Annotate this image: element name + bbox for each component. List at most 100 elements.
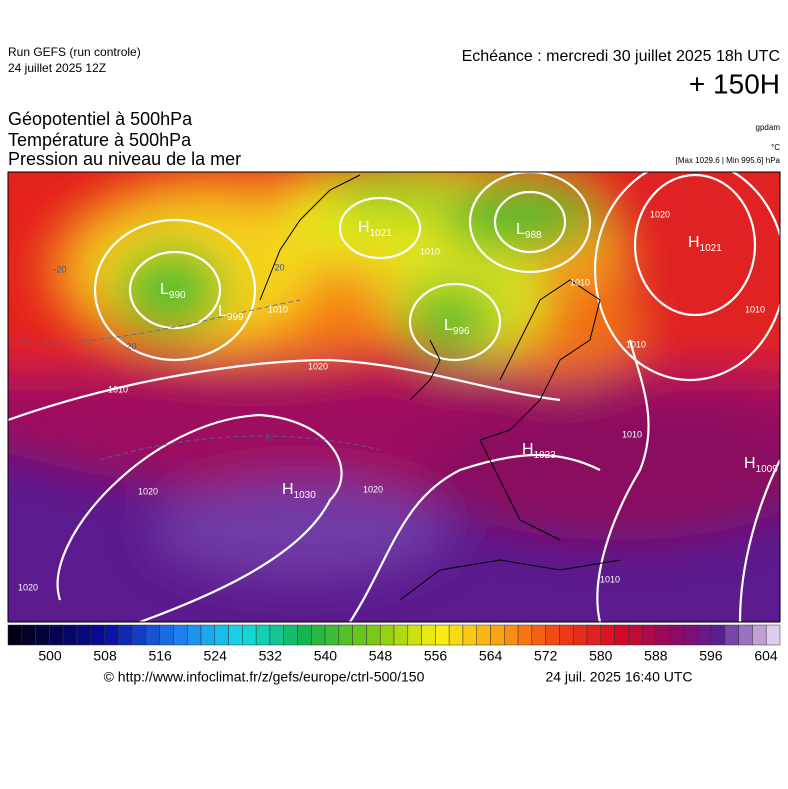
colorbar-swatch [255,624,271,646]
colorbar-swatch [173,624,188,646]
colorbar-swatch [517,624,533,646]
colorbar-swatch [421,624,436,646]
colorbar-tick-label: 540 [314,648,338,664]
colorbar-swatch [504,624,519,646]
colorbar-swatch [531,624,546,646]
colorbar-swatch [49,624,64,646]
colorbar-swatch [76,624,91,646]
pressure-center: L990 [160,281,186,300]
colorbar-swatch [724,624,739,646]
isobar-label: 1020 [363,484,383,494]
colorbar-swatch [62,624,78,646]
colorbar-swatch [448,624,464,646]
colorbar-swatch [586,624,602,646]
isobar-label: 1010 [626,339,646,349]
colorbar-swatch [90,624,105,646]
colorbar-swatch [104,624,119,646]
colorbar-swatch [614,624,629,646]
colorbar-swatch [297,624,312,646]
pressure-center: H1023 [522,441,556,460]
center-value: 988 [525,230,542,241]
map [8,172,780,622]
colorbar-swatch [710,624,726,646]
colorbar-tick-label: 572 [534,648,558,664]
colorbar-swatch [572,624,588,646]
colorbar-tick-label: 588 [644,648,668,664]
isobar-label: 1010 [268,304,288,314]
center-value: 1009 [756,464,779,475]
colorbar-swatch [228,624,243,646]
temperature-label: -20 [271,262,284,272]
center-letter: H [358,219,370,236]
source: © http://www.infoclimat.fr/z/gefs/europe… [104,669,425,685]
colorbar-tick-label: 500 [38,648,62,664]
colorbar-swatch [407,624,422,646]
unit: [Max 1029.6 | Min 995.6] hPa [676,156,781,165]
center-value: 1021 [370,228,393,239]
center-value: 990 [169,290,186,301]
colorbar-tick-label: 580 [589,648,613,664]
colorbar-swatch [242,624,257,646]
colorbar-swatch [600,624,615,646]
colorbar-swatch [628,624,643,646]
center-value: 1021 [700,243,723,254]
colorbar-swatch [145,624,160,646]
colorbar-swatch [641,624,657,646]
colorbar-swatch [435,624,450,646]
isobar-label: 1010 [600,574,620,584]
colorbar-swatch [765,624,781,646]
colorbar-tick-label: 516 [148,648,172,664]
colorbar-swatch [462,624,477,646]
isobar-label: 1020 [18,582,38,592]
colorbar-swatch [738,624,753,646]
center-value: 999 [227,312,244,323]
isobar-label: 1020 [650,209,670,219]
isobar-label: 1010 [570,277,590,287]
colorbar-swatch [379,624,395,646]
unit: gpdam [756,123,781,132]
center-value: 1023 [534,450,557,461]
colorbar-swatch [393,624,409,646]
colorbar-swatch [118,624,133,646]
colorbar-tick-label: 556 [424,648,448,664]
unit: °C [771,143,780,152]
pressure-center: L996 [444,317,470,336]
center-letter: H [282,481,294,498]
colorbar-swatch [697,624,712,646]
colorbar-tick-label: 532 [259,648,283,664]
isobar-label: 1020 [138,486,158,496]
temperature-label: -20 [53,264,66,274]
center-value: 1030 [294,490,317,501]
center-value: 996 [453,326,470,337]
colorbar-swatch [490,624,505,646]
colorbar-swatch [7,624,23,646]
colorbar-tick-label: 564 [479,648,503,664]
isobar-label: 1020 [308,361,328,371]
colorbar-tick-label: 596 [699,648,723,664]
colorbar: 500 508 516 524 532 540 548 556 564 572 580 588 596 6… [7,624,781,664]
title: Géopotentiel à 500hPa [8,109,193,129]
pressure-center: H1021 [688,234,722,253]
colorbar-swatch [559,624,574,646]
center-letter: H [522,441,534,458]
colorbar-swatch [21,624,36,646]
pressure-center: H1021 [358,219,392,238]
pressure-center: L999 [218,303,244,322]
colorbar-swatch [214,624,229,646]
center-letter: H [688,234,700,251]
center-letter: L [160,281,169,298]
isobar-label: 1010 [745,304,765,314]
colorbar-swatch [269,624,284,646]
colorbar-swatch [366,624,381,646]
colorbar-swatch [186,624,202,646]
colorbar-swatch [200,624,216,646]
pressure-center: L988 [516,221,542,240]
map-frame [7,171,781,623]
colorbar-swatch [752,624,767,646]
echeance: Echéance : mercredi 30 juillet 2025 18h … [462,48,780,65]
colorbar-tick-label: 524 [204,648,228,664]
temperature-label: -20 [123,341,136,351]
colorbar-swatch [683,624,698,646]
colorbar-swatch [35,624,50,646]
